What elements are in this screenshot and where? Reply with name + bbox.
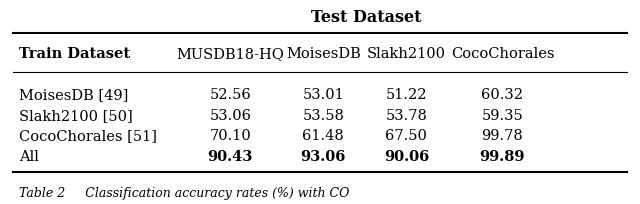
Text: 53.58: 53.58 xyxy=(302,108,344,122)
Text: 60.32: 60.32 xyxy=(481,88,524,102)
Text: CocoChorales [51]: CocoChorales [51] xyxy=(19,129,157,143)
Text: 67.50: 67.50 xyxy=(385,129,428,143)
Text: Train Dataset: Train Dataset xyxy=(19,47,131,61)
Text: 61.48: 61.48 xyxy=(302,129,344,143)
Text: 90.06: 90.06 xyxy=(384,149,429,163)
Text: 99.78: 99.78 xyxy=(481,129,524,143)
Text: CocoChorales: CocoChorales xyxy=(451,47,554,61)
Text: MoisesDB: MoisesDB xyxy=(286,47,360,61)
Text: 90.43: 90.43 xyxy=(208,149,253,163)
Text: 53.06: 53.06 xyxy=(209,108,252,122)
Text: 51.22: 51.22 xyxy=(386,88,427,102)
Text: 99.89: 99.89 xyxy=(479,149,525,163)
Text: 53.78: 53.78 xyxy=(385,108,428,122)
Text: Slakh2100: Slakh2100 xyxy=(367,47,446,61)
Text: 53.01: 53.01 xyxy=(302,88,344,102)
Text: MoisesDB [49]: MoisesDB [49] xyxy=(19,88,129,102)
Text: All: All xyxy=(19,149,39,163)
Text: Test Dataset: Test Dataset xyxy=(311,9,422,26)
Text: 59.35: 59.35 xyxy=(481,108,524,122)
Text: 93.06: 93.06 xyxy=(301,149,346,163)
Text: Slakh2100 [50]: Slakh2100 [50] xyxy=(19,108,133,122)
Text: 52.56: 52.56 xyxy=(209,88,252,102)
Text: Table 2     Classification accuracy rates (%) with CO: Table 2 Classification accuracy rates (%… xyxy=(19,186,349,199)
Text: 70.10: 70.10 xyxy=(209,129,252,143)
Text: MUSDB18-HQ: MUSDB18-HQ xyxy=(177,47,284,61)
